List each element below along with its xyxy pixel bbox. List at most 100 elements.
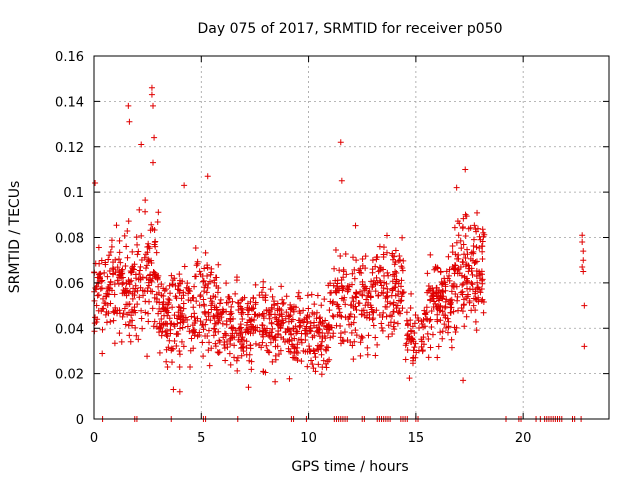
data-point (337, 330, 344, 337)
data-point (155, 283, 162, 290)
data-point (258, 289, 265, 296)
data-point (322, 317, 329, 324)
data-point (579, 263, 586, 270)
data-point (350, 298, 357, 305)
data-point (245, 384, 252, 391)
data-point (226, 350, 233, 357)
data-point (332, 246, 339, 253)
data-point (377, 279, 384, 286)
data-point (358, 335, 365, 342)
data-point (580, 268, 587, 275)
data-point (184, 280, 191, 287)
data-point (380, 309, 387, 316)
data-point (352, 303, 359, 310)
data-point (326, 307, 333, 314)
data-point (298, 339, 305, 346)
data-point (99, 277, 106, 284)
data-point (109, 265, 116, 272)
data-point (165, 344, 172, 351)
data-point (447, 301, 454, 308)
data-point (180, 292, 187, 299)
data-point (449, 249, 456, 256)
data-point (427, 251, 434, 258)
data-point (169, 359, 176, 366)
data-point (92, 285, 99, 292)
y-tick-label: 0.14 (55, 95, 84, 110)
data-point (308, 291, 315, 298)
data-point (258, 344, 265, 351)
data-point (104, 290, 111, 297)
data-point (277, 347, 284, 354)
data-point (283, 309, 290, 316)
data-point (231, 342, 238, 349)
data-point (228, 303, 235, 310)
data-point (128, 306, 135, 313)
data-point (118, 338, 125, 345)
data-point (279, 296, 286, 303)
data-point (291, 335, 298, 342)
data-point (193, 262, 200, 269)
data-point (107, 248, 114, 255)
data-point (247, 298, 254, 305)
data-point (129, 248, 136, 255)
data-point (244, 306, 251, 313)
data-point (457, 263, 464, 270)
data-point (125, 322, 132, 329)
data-point (360, 307, 367, 314)
data-point (155, 209, 162, 216)
data-point (98, 278, 105, 285)
data-point (390, 285, 397, 292)
y-tick-label: 0.02 (55, 368, 84, 383)
data-point (313, 315, 320, 322)
data-point (158, 315, 165, 322)
data-point (434, 265, 441, 272)
data-point (351, 314, 358, 321)
data-point (175, 331, 182, 338)
data-point (387, 300, 394, 307)
data-point (322, 335, 329, 342)
data-point (304, 318, 311, 325)
data-point (158, 292, 165, 299)
data-point (316, 333, 323, 340)
data-point (467, 224, 474, 231)
data-point (441, 304, 448, 311)
data-point (353, 332, 360, 339)
data-point (145, 318, 152, 325)
data-point (364, 351, 371, 358)
data-point (349, 294, 356, 301)
data-point (362, 253, 369, 260)
data-point (248, 326, 255, 333)
data-point (129, 295, 136, 302)
data-point (232, 327, 239, 334)
data-point (434, 318, 441, 325)
data-point (404, 332, 411, 339)
data-point (408, 328, 415, 335)
data-point (411, 320, 418, 327)
data-point (99, 326, 106, 333)
data-point (272, 378, 279, 385)
data-point (479, 280, 486, 287)
data-point (269, 325, 276, 332)
data-point (110, 266, 117, 273)
data-point (215, 349, 222, 356)
data-point (310, 347, 317, 354)
data-point (434, 264, 441, 271)
data-point (389, 286, 396, 293)
data-point (304, 363, 311, 370)
data-point (94, 316, 101, 323)
data-point (274, 300, 281, 307)
data-point (204, 273, 211, 280)
data-point (370, 315, 377, 322)
data-point (207, 271, 214, 278)
data-point (323, 326, 330, 333)
data-point (346, 313, 353, 320)
data-point (331, 265, 338, 272)
data-point (450, 265, 457, 272)
data-point (425, 287, 432, 294)
data-point (339, 287, 346, 294)
data-point (103, 319, 110, 326)
data-point (434, 354, 441, 361)
data-point (225, 294, 232, 301)
data-point (229, 298, 236, 305)
data-point (473, 258, 480, 265)
